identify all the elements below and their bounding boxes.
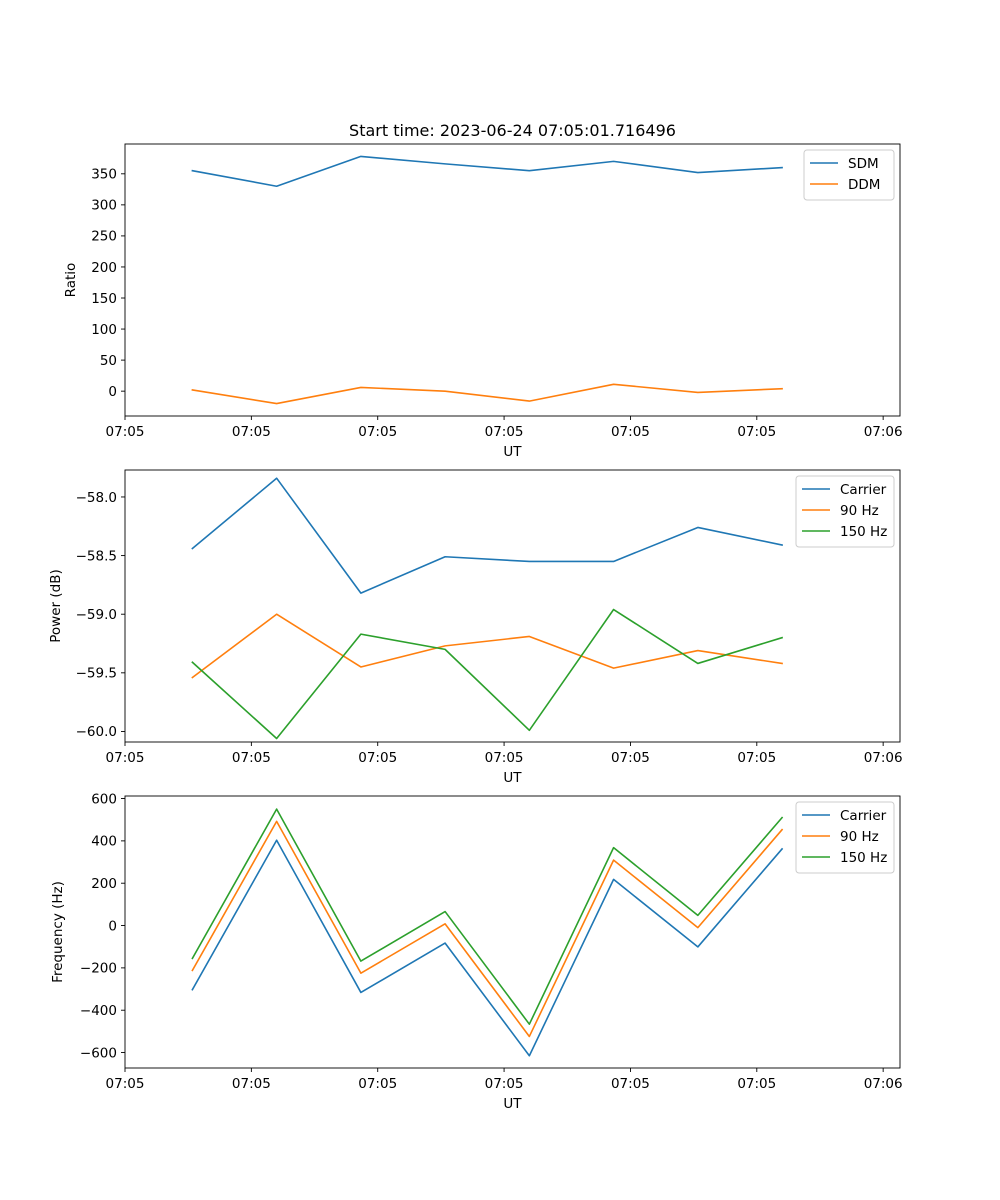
y-tick-label: −60.0: [76, 724, 117, 740]
chart-panel-3: 07:05 07:05 07:05 07:05 07:05 07:05 07:06 −600 −…: [50, 791, 903, 1112]
x-tick-label: 07:05: [611, 750, 650, 766]
x-tick-label: 07:05: [485, 424, 524, 440]
x-tick-label: 07:05: [611, 1076, 650, 1092]
y-tick-label: −59.5: [76, 666, 117, 682]
y-tick-label: −400: [80, 1003, 117, 1019]
legend-label: DDM: [848, 177, 880, 193]
legend-label: 90 Hz: [840, 829, 879, 845]
x-tick-label: 07:05: [611, 424, 650, 440]
y-tick-label: −59.0: [76, 607, 117, 623]
y-tick-label: 50: [100, 353, 117, 369]
x-tick-label: 07:06: [864, 750, 903, 766]
x-tick-label: 07:06: [864, 424, 903, 440]
legend: Carrier 90 Hz 150 Hz: [795, 475, 895, 548]
y-tick-label: 0: [108, 918, 117, 934]
x-tick-label: 07:05: [106, 1076, 145, 1092]
y-tick-label: −200: [80, 961, 117, 977]
y-tick-label: 250: [91, 229, 117, 245]
y-tick-label: 300: [91, 198, 117, 214]
legend-box: [795, 801, 895, 874]
legend-label: 150 Hz: [840, 850, 887, 866]
series-line-150-hz: [191, 808, 784, 1025]
y-tick-label: 400: [91, 834, 117, 850]
axes-frame: [124, 143, 901, 417]
x-tick-label: 07:05: [358, 750, 397, 766]
y-tick-label: −58.5: [76, 548, 117, 564]
y-tick-label: −58.0: [76, 490, 117, 506]
y-axis-label: Ratio: [63, 263, 79, 298]
panels: 07:05 07:05 07:05 07:05 07:05 07:05 07:06 0 50 10…: [48, 143, 903, 1112]
legend-label: Carrier: [840, 808, 887, 824]
axes-frame: [124, 469, 901, 743]
series-line-90-hz: [191, 613, 783, 679]
x-tick-label: 07:05: [737, 1076, 776, 1092]
legend-label: 90 Hz: [840, 503, 879, 519]
legend: Carrier 90 Hz 150 Hz: [795, 801, 895, 874]
series-line-ddm: [191, 383, 783, 405]
legend-box: [795, 475, 895, 548]
series-line-sdm: [191, 155, 783, 188]
y-tick-label: 0: [108, 384, 117, 400]
x-tick-label: 07:05: [485, 1076, 524, 1092]
y-axis-label: Power (dB): [48, 569, 64, 642]
x-tick-label: 07:05: [232, 750, 271, 766]
x-axis-label: UT: [503, 444, 522, 460]
legend: SDM DDM: [803, 149, 895, 201]
series-line-carrier: [191, 839, 784, 1057]
y-axis-label: Frequency (Hz): [50, 881, 66, 983]
x-tick-label: 07:05: [737, 750, 776, 766]
figure-title: Start time: 2023-06-24 07:05:01.716496: [349, 121, 676, 140]
series-line-90-hz: [191, 820, 784, 1038]
legend-label: Carrier: [840, 482, 887, 498]
series-line-150-hz: [191, 608, 784, 740]
x-tick-label: 07:05: [106, 424, 145, 440]
x-tick-label: 07:06: [864, 1076, 903, 1092]
y-tick-label: −600: [80, 1045, 117, 1061]
x-axis-label: UT: [503, 1096, 522, 1112]
series-line-carrier: [191, 477, 784, 594]
x-tick-label: 07:05: [485, 750, 524, 766]
x-tick-label: 07:05: [358, 1076, 397, 1092]
y-tick-label: 150: [91, 291, 117, 307]
x-tick-label: 07:05: [737, 424, 776, 440]
legend-label: 150 Hz: [840, 524, 887, 540]
x-tick-label: 07:05: [232, 1076, 271, 1092]
y-tick-label: 200: [91, 876, 117, 892]
x-tick-label: 07:05: [358, 424, 397, 440]
chart-panel-1: 07:05 07:05 07:05 07:05 07:05 07:05 07:06 0 50 10…: [63, 143, 903, 460]
x-tick-label: 07:05: [106, 750, 145, 766]
x-axis-label: UT: [503, 770, 522, 786]
chart-panel-2: 07:05 07:05 07:05 07:05 07:05 07:05 07:06 −60.0…: [48, 469, 903, 786]
y-tick-label: 100: [91, 322, 117, 338]
y-tick-label: 350: [91, 167, 117, 183]
y-tick-label: 200: [91, 260, 117, 276]
axes-frame: [124, 795, 901, 1069]
y-tick-label: 600: [91, 791, 117, 807]
legend-label: SDM: [848, 156, 879, 172]
x-tick-label: 07:05: [232, 424, 271, 440]
